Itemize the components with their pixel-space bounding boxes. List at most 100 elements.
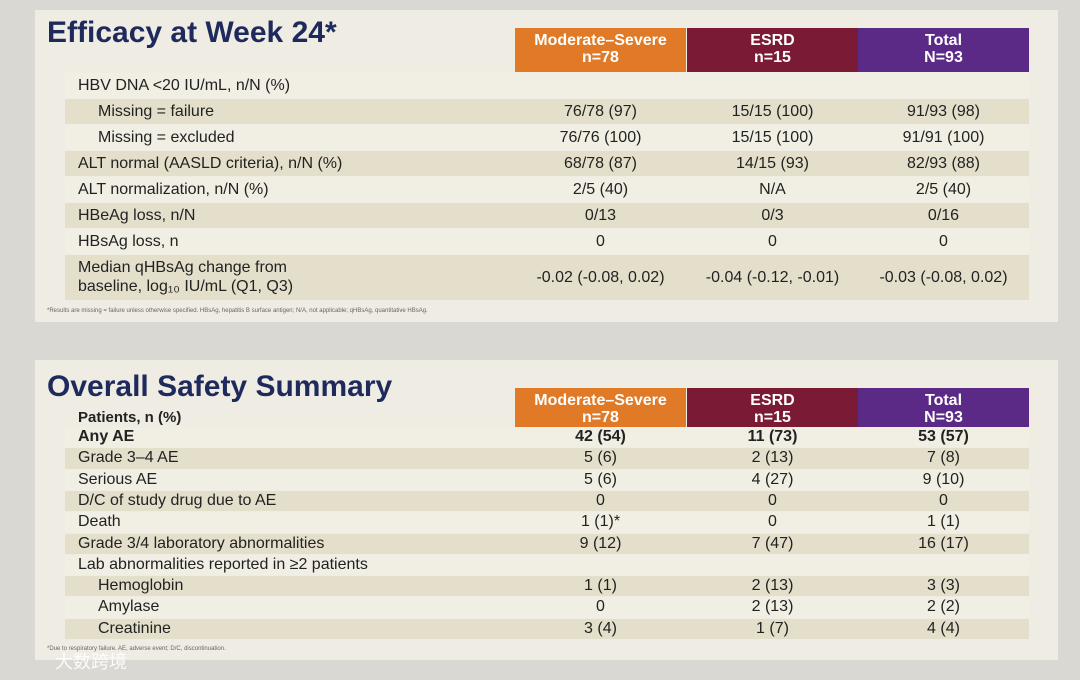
table-row: ALT normal (AASLD criteria), n/N (%) 68/7… <box>65 151 1029 176</box>
row-label-line: Median qHBsAg change from <box>78 259 287 276</box>
cell: 1 (1)* <box>580 513 621 531</box>
row-label: Missing = failure <box>98 103 215 120</box>
cell: 3 (4) <box>584 619 617 637</box>
cell: 53 (57) <box>918 428 969 445</box>
cell: 15/15 (100) <box>731 129 814 146</box>
column-n: n=78 <box>582 49 619 66</box>
row-label: D/C of study drug due to AE <box>78 491 277 509</box>
row-label: Any AE <box>78 428 135 445</box>
table-row: D/C of study drug due to AE 0 0 0 <box>65 490 1029 512</box>
cell: 0 <box>939 233 948 250</box>
row-label: Serious AE <box>78 470 158 488</box>
cell: 5 (6) <box>584 449 617 467</box>
title: Overall Safety Summary <box>47 370 393 403</box>
watermark: 大数跨境 <box>55 652 127 672</box>
cell: 15/15 (100) <box>731 103 814 120</box>
footnote: *Due to respiratory failure. AE, adverse… <box>47 646 226 652</box>
column-header: Moderate–Severe n=78 <box>515 28 686 72</box>
row-label: Grade 3/4 laboratory abnormalities <box>78 534 325 552</box>
cell: 82/93 (88) <box>907 155 980 172</box>
row-label: ALT normalization, n/N (%) <box>78 181 269 198</box>
row-label-line: baseline, log₁₀ IU/mL (Q1, Q3) <box>78 278 294 295</box>
column-header: Total N=93 <box>858 388 1029 428</box>
safety-panel: Overall Safety Summary Patients, n (%) *… <box>35 360 1058 660</box>
cell: 91/93 (98) <box>907 103 980 120</box>
cell: 2/5 (40) <box>572 181 629 198</box>
cell: 91/91 (100) <box>902 129 985 146</box>
table-row: HBV DNA <20 IU/mL, n/N (%) <box>65 73 1029 98</box>
row-label: HBsAg loss, n <box>78 233 179 250</box>
cell: 0 <box>596 491 605 509</box>
cell: N/A <box>759 181 786 198</box>
row-label: Median qHBsAg change from baseline, log₁₀… <box>78 258 293 296</box>
column-name: Total <box>924 392 963 409</box>
cell: 5 (6) <box>584 470 617 488</box>
row-label: HBeAg loss, n/N <box>78 207 196 224</box>
cell: 0 <box>768 513 777 531</box>
row-label: HBV DNA <20 IU/mL, n/N (%) <box>78 77 291 94</box>
table-row: Death 1 (1)* 0 1 (1) <box>65 512 1029 533</box>
cell: 0/13 <box>584 207 617 224</box>
column-n: n=15 <box>754 49 791 66</box>
lead-label: Patients, n (%) <box>78 409 182 426</box>
table-row: HBsAg loss, n 0 0 0 <box>65 229 1029 254</box>
table-row: Hemoglobin 1 (1) 2 (13) 3 (3) <box>65 576 1029 597</box>
cell: 76/76 (100) <box>559 129 642 146</box>
cell: 1 (1) <box>927 513 960 531</box>
cell: 2/5 (40) <box>915 181 972 198</box>
cell: 1 (1) <box>584 577 617 595</box>
table-row: ALT normalization, n/N (%) 2/5 (40) N/A 2/5… <box>65 177 1029 202</box>
column-name: ESRD <box>750 32 795 49</box>
row-label: ALT normal (AASLD criteria), n/N (%) <box>78 155 343 172</box>
cell: 9 (10) <box>922 470 965 488</box>
cell: 9 (12) <box>579 534 622 552</box>
row-label: Missing = excluded <box>98 129 235 146</box>
cell: 7 (47) <box>751 534 794 552</box>
cell: 2 (13) <box>751 577 794 595</box>
column-n: N=93 <box>924 49 963 66</box>
cell: 4 (4) <box>927 619 960 637</box>
cell: 0/3 <box>761 207 784 224</box>
row-label: Grade 3–4 AE <box>78 449 179 467</box>
table-row: Missing = failure 76/78 (97) 15/15 (100) 91… <box>65 99 1029 124</box>
cell: -0.03 (-0.08, 0.02) <box>879 269 1008 286</box>
cell: 11 (73) <box>747 428 798 445</box>
title: Efficacy at Week 24* <box>47 16 337 49</box>
cell: -0.02 (-0.08, 0.02) <box>536 269 665 286</box>
cell: 68/78 (87) <box>564 155 637 172</box>
column-header: Moderate–Severe n=78 <box>515 388 686 428</box>
row-label: Lab abnormalities reported in ≥2 patient… <box>78 555 368 573</box>
column-header: Total N=93 <box>858 28 1029 72</box>
cell: 0 <box>596 598 605 616</box>
cell: 2 (13) <box>751 449 794 467</box>
column-name: Total <box>924 32 963 49</box>
cell: 42 (54) <box>575 428 626 445</box>
cell: 0 <box>768 491 777 509</box>
column-header: ESRD n=15 <box>687 388 858 428</box>
table-row: Amylase 0 2 (13) 2 (2) <box>65 597 1029 618</box>
table-row: Creatinine 3 (4) 1 (7) 4 (4) <box>65 618 1029 639</box>
table-row: Median qHBsAg change from baseline, log₁₀… <box>65 255 1029 300</box>
cell: 3 (3) <box>927 577 960 595</box>
table-row: HBeAg loss, n/N 0/13 0/3 0/16 <box>65 203 1029 228</box>
cell: 0 <box>596 233 605 250</box>
table-row: Grade 3/4 laboratory abnormalities 9 (12)… <box>65 533 1029 554</box>
cell: -0.04 (-0.12, -0.01) <box>705 269 840 286</box>
table-row: Any AE 42 (54) 11 (73) 53 (57) <box>65 427 1029 448</box>
table-row: Serious AE 5 (6) 4 (27) 9 (10) <box>65 469 1029 490</box>
footnote: *Results are missing = failure unless ot… <box>47 308 428 314</box>
table-row: Grade 3–4 AE 5 (6) 2 (13) 7 (8) <box>65 448 1029 469</box>
cell: 7 (8) <box>927 449 960 467</box>
table-row: Lab abnormalities reported in ≥2 patient… <box>65 554 1029 576</box>
cell: 16 (17) <box>918 534 969 552</box>
column-n: n=15 <box>754 409 791 426</box>
cell: 76/78 (97) <box>564 103 637 120</box>
table-row: Missing = excluded 76/76 (100) 15/15 (100)… <box>65 125 1029 150</box>
cell: 0 <box>768 233 777 250</box>
column-header: ESRD n=15 <box>687 28 858 72</box>
cell: 0/16 <box>927 207 960 224</box>
cell: 2 (2) <box>927 598 960 616</box>
row-label: Creatinine <box>98 619 171 637</box>
cell: 14/15 (93) <box>736 155 809 172</box>
